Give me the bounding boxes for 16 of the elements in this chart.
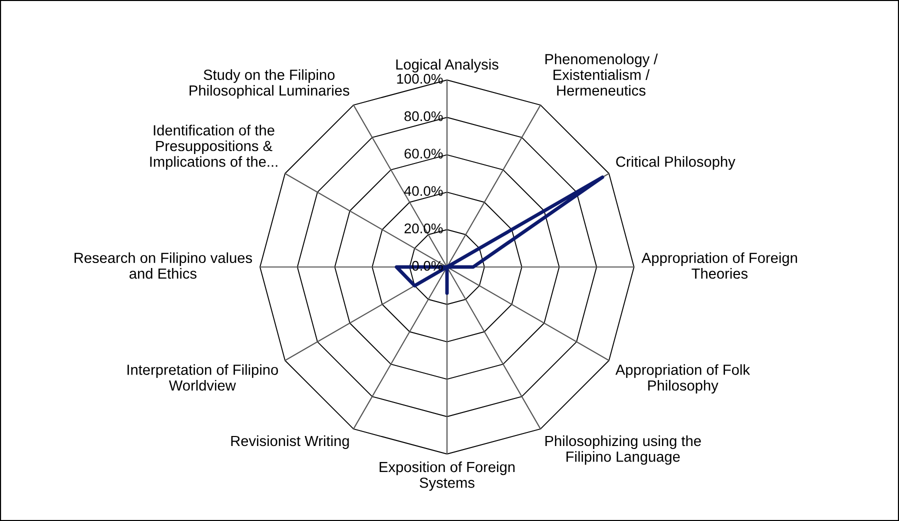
spoke-label: Critical Philosophy [616,156,736,170]
y-tick-label: 40.0% [404,186,443,196]
y-tick-label: 60.0% [404,148,443,159]
spoke-label: Appropriation of Folk Philosophy [615,364,750,394]
spoke-label: Philosophizing using the Filipino Language [545,435,701,465]
spoke-label: Exposition of Foreign Systems [380,461,515,491]
spoke-label: Research on Filipino values and Ethics [74,252,252,279]
y-tick-label: 80.0% [404,111,443,122]
spoke-label: Identification of the Presuppositions & Implications of the... [150,124,278,170]
spoke-label: Interpretation of Filipino Worldview [128,364,278,391]
spoke-label: Study on the Filipino Philosophical Luminaries [190,69,350,99]
spoke-label: Phenomenology / Existentialism / Hermeneutics [545,54,658,96]
spoke-label: Revisionist Writing [231,435,349,450]
spoke-label: Appropriation of Foreign Theories [642,252,797,279]
y-tick-label: 100.0% [397,74,443,84]
spoke-label: Logical Analysis [396,58,498,73]
